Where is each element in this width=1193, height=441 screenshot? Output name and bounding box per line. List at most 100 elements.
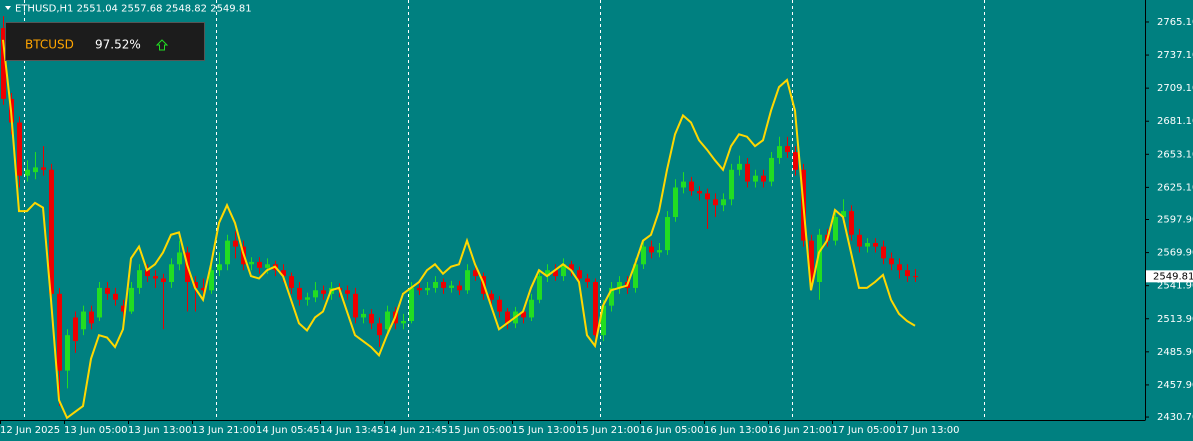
x-tick-label: 16 Jun 05:00 — [640, 425, 704, 436]
y-tick-label: 2569.90 — [1157, 248, 1193, 259]
candle-body — [529, 299, 534, 318]
candle-body — [905, 270, 910, 277]
candle-body — [593, 282, 598, 336]
candle-body — [577, 270, 582, 279]
candle-body — [681, 181, 686, 188]
x-tick-label: 16 Jun 13:00 — [704, 425, 768, 436]
candle-body — [361, 313, 366, 318]
day-separators — [24, 0, 985, 420]
candle-body — [425, 287, 430, 291]
up-arrow — [155, 39, 169, 51]
y-tick-label: 2681.10 — [1157, 116, 1193, 127]
candle-body — [721, 199, 726, 206]
y-tick-label: 2737.10 — [1157, 50, 1193, 61]
candle-body — [409, 287, 414, 321]
candle-body — [305, 297, 310, 300]
ohlc-open: 2551.04 — [77, 4, 118, 15]
ohlc-high: 2557.68 — [121, 4, 162, 15]
x-tick-label: 14 Jun 13:45 — [320, 425, 384, 436]
candle-body — [817, 234, 822, 283]
y-tick-label: 2541.90 — [1157, 281, 1193, 292]
candle-body — [633, 264, 638, 288]
candle-body — [489, 293, 494, 300]
candle-body — [657, 250, 662, 253]
candle-body — [65, 335, 70, 371]
candle-body — [841, 211, 846, 218]
candle-body — [505, 311, 510, 324]
candle-body — [777, 146, 782, 158]
candle-body — [385, 311, 390, 330]
y-tick-label: 2653.10 — [1157, 149, 1193, 160]
candle-body — [297, 287, 302, 300]
price-tag-label: 2549.81 — [1153, 271, 1193, 282]
y-tick-label: 2457.90 — [1157, 380, 1193, 391]
candle-body — [785, 146, 790, 153]
candle-body — [97, 287, 102, 318]
candle-body — [201, 287, 206, 291]
candle-body — [73, 317, 78, 342]
x-tick-label: 14 Jun 21:45 — [384, 425, 448, 436]
candle-body — [129, 287, 134, 312]
candle-body — [57, 293, 62, 371]
ohlc-close: 2549.81 — [210, 4, 251, 15]
overlay-line — [2, 39, 916, 420]
candle-body — [857, 234, 862, 247]
y-tick-label: 2709.10 — [1157, 83, 1193, 94]
candle-body — [897, 264, 902, 271]
x-tick-label: 15 Jun 21:00 — [576, 425, 640, 436]
candle-body — [49, 169, 54, 294]
axes: 2765.10 2737.10 2709.10 2681.10 2653.10 2625.… — [0, 17, 1193, 436]
candle-body — [665, 217, 670, 251]
candle-body — [153, 276, 158, 279]
candle-body — [769, 157, 774, 182]
candle-body — [617, 282, 622, 288]
candle-body — [865, 243, 870, 247]
y-tick-label: 2513.90 — [1157, 314, 1193, 325]
x-tick-label: 16 Jun 21:00 — [768, 425, 832, 436]
candle-body — [81, 311, 86, 330]
candle-body — [473, 270, 478, 277]
candle-body — [537, 276, 542, 300]
x-tick-label: 13 Jun 05:00 — [64, 425, 128, 436]
candle-body — [465, 270, 470, 291]
candle-body — [569, 264, 574, 271]
candle-body — [609, 287, 614, 306]
candle-body — [561, 264, 566, 277]
candle-body — [225, 240, 230, 265]
candle-body — [193, 282, 198, 288]
candle-body — [1, 28, 6, 99]
candle-body — [401, 320, 406, 324]
candle-body — [849, 211, 854, 235]
candle-body — [649, 246, 654, 253]
candle-body — [913, 276, 918, 278]
y-tick-label: 2430.70 — [1157, 412, 1193, 423]
candle-body — [121, 305, 126, 312]
x-tick-label: 14 Jun 05:45 — [256, 425, 320, 436]
symbol: ETHUSD,H1 — [15, 4, 73, 15]
chart-header: ETHUSD,H1 2551.04 2557.68 2548.82 2549.8… — [15, 4, 252, 15]
candle-body — [321, 290, 326, 294]
candle-body — [809, 240, 814, 283]
candle-body — [289, 276, 294, 288]
y-tick-label: 2597.90 — [1157, 215, 1193, 226]
x-tick-label: 12 Jun 2025 — [0, 425, 60, 436]
candle-body — [281, 270, 286, 277]
legend-box — [5, 22, 205, 61]
candle-body — [497, 299, 502, 312]
x-tick-label: 17 Jun 05:00 — [832, 425, 896, 436]
candle-body — [449, 285, 454, 288]
candle-body — [753, 175, 758, 182]
candle-body — [17, 122, 22, 176]
candle-body — [41, 167, 46, 170]
candle-body — [105, 287, 110, 294]
candle-body — [761, 175, 766, 182]
candle-body — [145, 270, 150, 277]
candle-body — [881, 246, 886, 259]
candle-body — [793, 152, 798, 170]
candle-body — [457, 285, 462, 291]
x-tick-label: 17 Jun 13:00 — [896, 425, 960, 436]
candle-body — [737, 163, 742, 170]
legend-name: BTCUSD — [25, 38, 74, 52]
candle-body — [641, 246, 646, 265]
